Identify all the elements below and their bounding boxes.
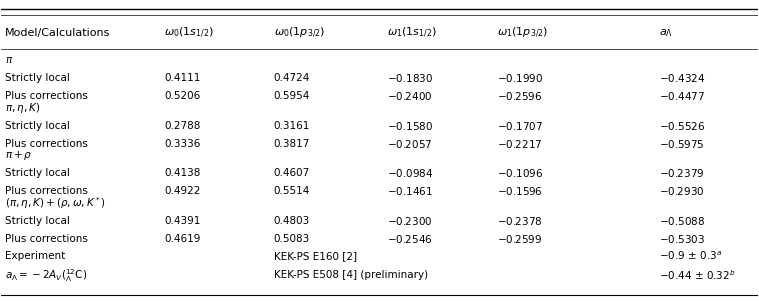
Text: $-$0.5526: $-$0.5526 bbox=[660, 120, 706, 132]
Text: 0.5083: 0.5083 bbox=[273, 234, 310, 244]
Text: 0.2788: 0.2788 bbox=[164, 120, 200, 130]
Text: $-$0.1096: $-$0.1096 bbox=[496, 167, 543, 179]
Text: $-$0.2599: $-$0.2599 bbox=[496, 233, 542, 245]
Text: $-$0.1580: $-$0.1580 bbox=[387, 120, 433, 132]
Text: 0.3336: 0.3336 bbox=[164, 139, 200, 149]
Text: $-$0.1596: $-$0.1596 bbox=[496, 185, 543, 198]
Text: 0.5206: 0.5206 bbox=[164, 91, 200, 101]
Text: $\pi, \eta, K$): $\pi, \eta, K$) bbox=[5, 101, 40, 115]
Text: $-$0.5088: $-$0.5088 bbox=[660, 215, 706, 227]
Text: $-$0.2379: $-$0.2379 bbox=[660, 167, 705, 179]
Text: $-$0.2217: $-$0.2217 bbox=[496, 137, 542, 149]
Text: 0.4111: 0.4111 bbox=[164, 73, 200, 83]
Text: $-$0.5303: $-$0.5303 bbox=[660, 233, 705, 245]
Text: $-$0.2057: $-$0.2057 bbox=[387, 137, 432, 149]
Text: $-$0.2300: $-$0.2300 bbox=[387, 215, 433, 227]
Text: Plus corrections: Plus corrections bbox=[5, 186, 88, 196]
Text: 0.4724: 0.4724 bbox=[273, 73, 310, 83]
Text: 0.5954: 0.5954 bbox=[273, 91, 310, 101]
Text: Strictly local: Strictly local bbox=[5, 73, 70, 83]
Text: $-$0.1990: $-$0.1990 bbox=[496, 72, 543, 84]
Text: $a_{\Lambda}$: $a_{\Lambda}$ bbox=[660, 27, 673, 39]
Text: $-$0.5975: $-$0.5975 bbox=[660, 137, 705, 149]
Text: 0.4607: 0.4607 bbox=[273, 169, 310, 178]
Text: Plus corrections: Plus corrections bbox=[5, 234, 88, 244]
Text: Plus corrections: Plus corrections bbox=[5, 91, 88, 101]
Text: KEK-PS E508 [4] (preliminary): KEK-PS E508 [4] (preliminary) bbox=[273, 270, 428, 280]
Text: $-$0.0984: $-$0.0984 bbox=[387, 167, 433, 179]
Text: KEK-PS E160 [2]: KEK-PS E160 [2] bbox=[273, 251, 357, 261]
Text: $-$0.44 $\pm$ 0.32$^b$: $-$0.44 $\pm$ 0.32$^b$ bbox=[660, 268, 735, 282]
Text: $-$0.1461: $-$0.1461 bbox=[387, 185, 433, 198]
Text: $(\pi, \eta, K) + (\rho, \omega, K^*)$: $(\pi, \eta, K) + (\rho, \omega, K^*)$ bbox=[5, 195, 106, 211]
Text: Plus corrections: Plus corrections bbox=[5, 139, 88, 149]
Text: $-$0.2546: $-$0.2546 bbox=[387, 233, 433, 245]
Text: 0.4391: 0.4391 bbox=[164, 216, 200, 226]
Text: 0.4922: 0.4922 bbox=[164, 186, 200, 196]
Text: $-$0.2400: $-$0.2400 bbox=[387, 90, 433, 102]
Text: Model/Calculations: Model/Calculations bbox=[5, 28, 111, 38]
Text: $\pi$: $\pi$ bbox=[5, 55, 14, 65]
Text: 0.3817: 0.3817 bbox=[273, 139, 310, 149]
Text: Strictly local: Strictly local bbox=[5, 169, 70, 178]
Text: $-$0.2930: $-$0.2930 bbox=[660, 185, 705, 198]
Text: $\pi + \rho$: $\pi + \rho$ bbox=[5, 149, 33, 162]
Text: 0.3161: 0.3161 bbox=[273, 120, 310, 130]
Text: 0.4138: 0.4138 bbox=[164, 169, 200, 178]
Text: 0.4803: 0.4803 bbox=[273, 216, 310, 226]
Text: $\omega_1(1s_{1/2})$: $\omega_1(1s_{1/2})$ bbox=[387, 26, 437, 40]
Text: $-$0.4477: $-$0.4477 bbox=[660, 90, 705, 102]
Text: $\omega_0(1p_{3/2})$: $\omega_0(1p_{3/2})$ bbox=[273, 26, 325, 40]
Text: $\omega_0(1s_{1/2})$: $\omega_0(1s_{1/2})$ bbox=[164, 26, 214, 40]
Text: Experiment: Experiment bbox=[5, 251, 65, 261]
Text: $-$0.2378: $-$0.2378 bbox=[496, 215, 542, 227]
Text: $a_{\Lambda} = -2A_V(^{12}_{\Lambda}$C): $a_{\Lambda} = -2A_V(^{12}_{\Lambda}$C) bbox=[5, 267, 87, 284]
Text: 0.5514: 0.5514 bbox=[273, 186, 310, 196]
Text: 0.4619: 0.4619 bbox=[164, 234, 200, 244]
Text: $-$0.9 $\pm$ 0.3$^a$: $-$0.9 $\pm$ 0.3$^a$ bbox=[660, 249, 723, 262]
Text: Strictly local: Strictly local bbox=[5, 216, 70, 226]
Text: $-$0.4324: $-$0.4324 bbox=[660, 72, 706, 84]
Text: $-$0.1830: $-$0.1830 bbox=[387, 72, 433, 84]
Text: $\omega_1(1p_{3/2})$: $\omega_1(1p_{3/2})$ bbox=[496, 26, 548, 40]
Text: $-$0.1707: $-$0.1707 bbox=[496, 120, 543, 132]
Text: $-$0.2596: $-$0.2596 bbox=[496, 90, 542, 102]
Text: Strictly local: Strictly local bbox=[5, 120, 70, 130]
